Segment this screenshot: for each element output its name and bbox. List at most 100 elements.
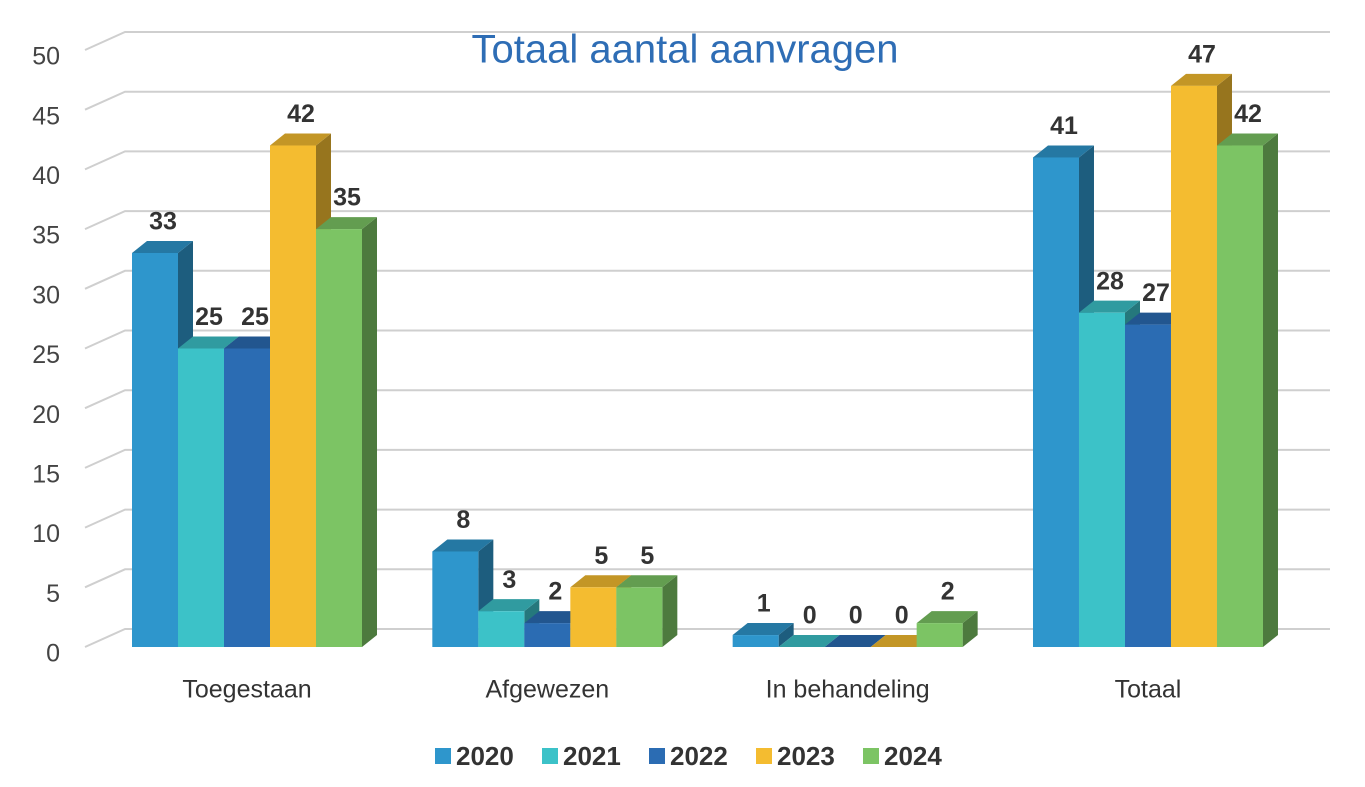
value-label: 2 — [941, 578, 955, 606]
bar-top — [1032, 145, 1094, 158]
value-label: 25 — [241, 303, 269, 331]
bar-front — [1170, 85, 1217, 647]
value-label: 28 — [1096, 267, 1124, 295]
grid-line — [84, 448, 1330, 469]
value-label: 0 — [849, 602, 863, 630]
value-label: 25 — [195, 303, 223, 331]
bar-top — [1170, 73, 1232, 86]
bar-top — [524, 611, 586, 624]
grid-line — [84, 508, 1330, 529]
bar-front — [1124, 324, 1171, 647]
x-tick-label: In behandeling — [766, 676, 930, 704]
bar — [778, 635, 840, 647]
bar-side — [778, 623, 794, 647]
bar-top — [824, 635, 886, 647]
bar-top — [478, 599, 540, 612]
y-tick-label: 10 — [32, 520, 60, 548]
bar-front — [524, 623, 571, 647]
bar-top — [570, 575, 632, 588]
bar-top — [1078, 300, 1140, 313]
grid-line — [84, 150, 1330, 171]
legend-swatch — [756, 748, 772, 764]
y-tick-label: 40 — [32, 162, 60, 190]
bar-top — [916, 611, 978, 624]
bar-side — [1262, 133, 1278, 647]
y-tick-label: 20 — [32, 401, 60, 429]
x-tick-label: Totaal — [1115, 676, 1182, 704]
bar-top — [870, 635, 932, 647]
bar-top — [616, 575, 678, 588]
legend-label: 2022 — [670, 741, 728, 771]
bar — [824, 635, 886, 647]
grid-line — [84, 31, 1330, 51]
value-label: 8 — [456, 506, 470, 534]
bar-front — [316, 229, 362, 647]
value-label: 41 — [1050, 112, 1078, 140]
bar-side — [662, 575, 678, 647]
bar-front — [1032, 157, 1079, 647]
bar — [616, 575, 678, 647]
bar-front — [1216, 145, 1263, 647]
legend-label: 2024 — [884, 741, 942, 771]
bar-front — [178, 348, 224, 647]
value-label: 35 — [333, 184, 361, 212]
grid-line — [84, 90, 1330, 111]
legend-label: 2020 — [456, 741, 514, 771]
legend-label: 2021 — [563, 741, 621, 771]
grid-line — [84, 210, 1330, 231]
chart-title: Totaal aantal aanvragen — [472, 28, 899, 72]
legend-label: 2023 — [777, 741, 835, 771]
value-label: 27 — [1142, 279, 1170, 307]
bar-front — [732, 635, 779, 647]
x-tick-label: Afgewezen — [485, 676, 609, 704]
bar — [870, 635, 932, 647]
grid-line — [84, 329, 1330, 350]
value-label: 3 — [502, 566, 516, 594]
y-tick-label: 5 — [46, 580, 60, 608]
bar-front — [224, 348, 270, 647]
value-label: 0 — [803, 602, 817, 630]
y-tick-label: 25 — [32, 341, 60, 369]
bar-top — [224, 336, 285, 349]
bar — [916, 611, 978, 647]
legend-swatch — [542, 748, 558, 764]
bar-front — [616, 587, 663, 647]
y-tick-label: 15 — [32, 461, 60, 489]
bar-top — [316, 217, 377, 230]
bar-front — [132, 252, 178, 648]
y-tick-label: 35 — [32, 222, 60, 250]
y-tick-label: 30 — [32, 281, 60, 309]
bar-top — [132, 240, 193, 253]
bar-top — [732, 623, 794, 636]
bar-front — [270, 145, 316, 647]
bar — [316, 217, 377, 647]
legend-swatch — [863, 748, 879, 764]
bar-side — [962, 611, 978, 647]
value-label: 33 — [149, 208, 177, 236]
value-label: 0 — [895, 602, 909, 630]
value-label: 42 — [1234, 100, 1262, 128]
bar — [432, 539, 494, 647]
grid-line — [84, 389, 1330, 410]
bar-front — [1078, 312, 1125, 647]
bar-top — [270, 133, 331, 146]
y-tick-label: 50 — [32, 43, 60, 71]
y-tick-label: 45 — [32, 102, 60, 130]
value-label: 1 — [757, 590, 771, 618]
bar — [1216, 133, 1278, 647]
bar-front — [570, 587, 617, 647]
bar-top — [432, 539, 494, 552]
value-label: 42 — [287, 100, 315, 128]
x-tick-label: Toegestaan — [182, 676, 311, 704]
legend-swatch — [649, 748, 665, 764]
bar-top — [178, 336, 239, 349]
y-tick-label: 0 — [46, 640, 60, 668]
value-label: 47 — [1188, 40, 1216, 68]
grid-line — [84, 568, 1330, 589]
value-label: 5 — [640, 542, 654, 570]
bar-front — [478, 611, 525, 647]
legend-swatch — [435, 748, 451, 764]
value-label: 2 — [548, 578, 562, 606]
bar-front — [432, 551, 479, 647]
